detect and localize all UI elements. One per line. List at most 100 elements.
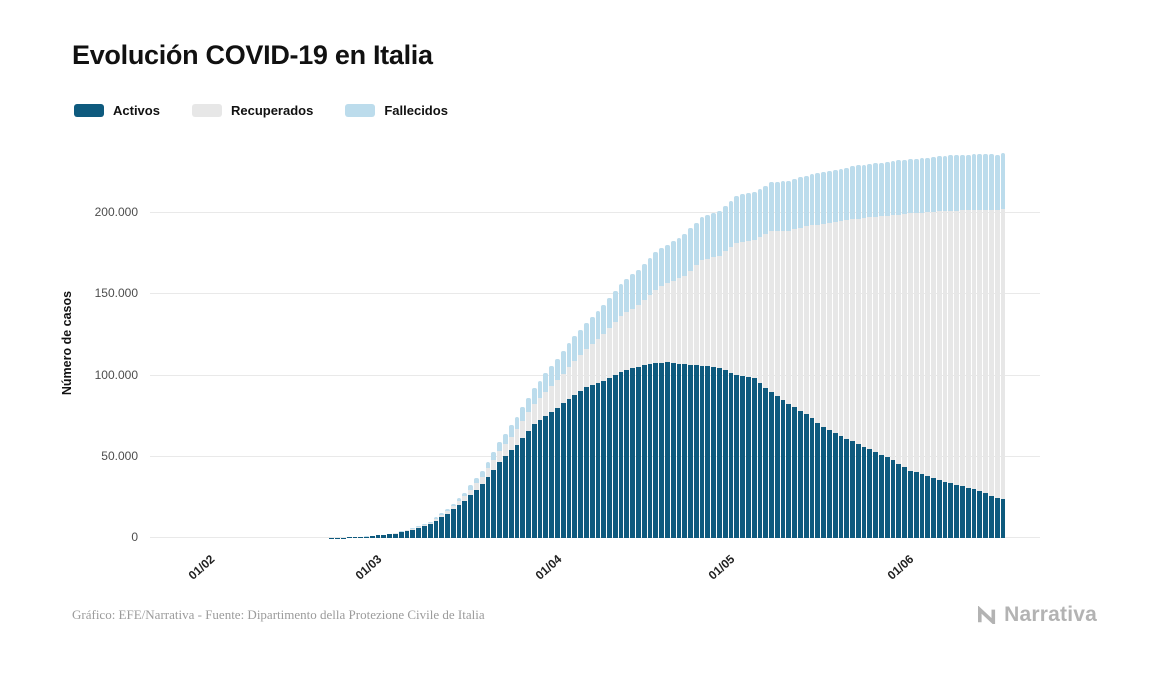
- bar-segment-fallecidos: [497, 441, 502, 451]
- bar-segment-activos: [664, 362, 670, 538]
- bar: [601, 304, 607, 538]
- bar-segment-activos: [988, 495, 994, 538]
- bar-segment-fallecidos: [630, 274, 635, 309]
- bar-segment-fallecidos: [456, 498, 462, 502]
- bar-segment-activos: [734, 375, 740, 538]
- bar-segment-activos: [717, 367, 722, 538]
- bar-segment-recuperados: [954, 210, 960, 485]
- bar-segment-activos: [693, 365, 699, 538]
- bar-segment-recuperados: [659, 286, 664, 363]
- bar-segment-fallecidos: [786, 180, 792, 231]
- bar: [948, 155, 954, 538]
- bar: [913, 158, 919, 538]
- bar-segment-recuperados: [983, 210, 988, 494]
- bar: [433, 517, 439, 538]
- bar-segment-recuperados: [890, 215, 896, 461]
- bar-segment-activos: [861, 446, 867, 538]
- bar: [387, 533, 392, 538]
- bar: [659, 248, 664, 538]
- bar: [479, 471, 485, 538]
- bar-segment-fallecidos: [826, 170, 832, 223]
- bar-segment-activos: [514, 444, 520, 538]
- bar-segment-activos: [1000, 499, 1006, 538]
- bar: [369, 535, 375, 538]
- bar-segment-recuperados: [769, 231, 774, 393]
- y-tick-label: 200.000: [94, 205, 138, 219]
- bar: [688, 228, 693, 538]
- bar-segment-recuperados: [896, 214, 902, 464]
- bar-segment-activos: [439, 517, 445, 538]
- bar-segment-recuperados: [682, 275, 688, 365]
- bar-segment-fallecidos: [474, 478, 479, 484]
- bar-segment-recuperados: [549, 386, 554, 412]
- bar-segment-recuperados: [803, 226, 809, 414]
- bar-segment-fallecidos: [734, 195, 740, 243]
- bar-segment-activos: [948, 483, 954, 538]
- bar-segment-fallecidos: [884, 161, 890, 216]
- bar-segment-fallecidos: [722, 205, 728, 252]
- bar: [508, 425, 514, 538]
- bar-segment-recuperados: [543, 392, 549, 416]
- gridline: [150, 374, 1040, 376]
- bar-segment-activos: [578, 390, 583, 538]
- bar: [740, 194, 745, 538]
- bar: [728, 200, 734, 538]
- gridline: [150, 293, 1040, 295]
- bar-segment-recuperados: [942, 210, 948, 482]
- bar: [636, 269, 641, 538]
- bar-segment-fallecidos: [873, 163, 879, 217]
- bar-segment-activos: [751, 378, 757, 538]
- bar-segment-recuperados: [456, 501, 462, 505]
- bar-segment-fallecidos: [618, 283, 624, 317]
- bar-segment-activos: [826, 429, 832, 538]
- bar-segment-activos: [884, 457, 890, 538]
- bar: [774, 181, 780, 538]
- bar-segment-fallecidos: [1000, 153, 1006, 210]
- bar-segment-fallecidos: [514, 417, 520, 430]
- bar-segment-recuperados: [734, 242, 740, 376]
- bar-segment-recuperados: [485, 468, 491, 477]
- bar-segment-recuperados: [786, 230, 792, 404]
- bar-segment-activos: [375, 535, 381, 538]
- bar: [364, 536, 369, 538]
- bar-segment-fallecidos: [699, 216, 705, 261]
- bar-segment-activos: [977, 490, 983, 538]
- bar-segment-fallecidos: [942, 155, 948, 211]
- bar-segment-fallecidos: [936, 156, 942, 212]
- bar-segment-activos: [624, 370, 630, 538]
- bar-segment-activos: [792, 407, 798, 538]
- bar: [676, 237, 682, 538]
- bar-segment-recuperados: [468, 489, 473, 496]
- bar-segment-recuperados: [502, 443, 508, 457]
- bar: [450, 503, 456, 538]
- bar: [526, 397, 531, 538]
- bar-segment-fallecidos: [693, 222, 699, 266]
- bar-segment-activos: [555, 407, 560, 538]
- bar-segment-fallecidos: [948, 155, 954, 211]
- bar-segment-recuperados: [647, 294, 653, 365]
- bar-segment-fallecidos: [850, 166, 855, 220]
- bar: [792, 179, 798, 538]
- bar-segment-activos: [711, 367, 717, 538]
- bar-segment-activos: [705, 366, 711, 538]
- bar-segment-fallecidos: [583, 322, 589, 350]
- bar-segment-activos: [670, 362, 676, 538]
- bar-segment-activos: [832, 433, 838, 538]
- bar-segment-fallecidos: [433, 517, 439, 519]
- bar-segment-recuperados: [815, 224, 821, 423]
- bar: [583, 322, 589, 538]
- bar-segment-activos: [346, 537, 352, 538]
- bar-segment-recuperados: [520, 420, 526, 438]
- bar-segment-activos: [798, 410, 803, 538]
- bar: [416, 526, 421, 538]
- bar: [358, 537, 364, 538]
- bar: [595, 310, 601, 538]
- bar: [745, 193, 751, 538]
- bar-segment-activos: [942, 481, 948, 538]
- bar-segment-fallecidos: [664, 244, 670, 283]
- bar-segment-activos: [531, 424, 537, 538]
- x-tick-label: 01/05: [705, 552, 738, 583]
- bar: [427, 521, 433, 538]
- bar: [560, 350, 566, 538]
- bar: [445, 509, 450, 538]
